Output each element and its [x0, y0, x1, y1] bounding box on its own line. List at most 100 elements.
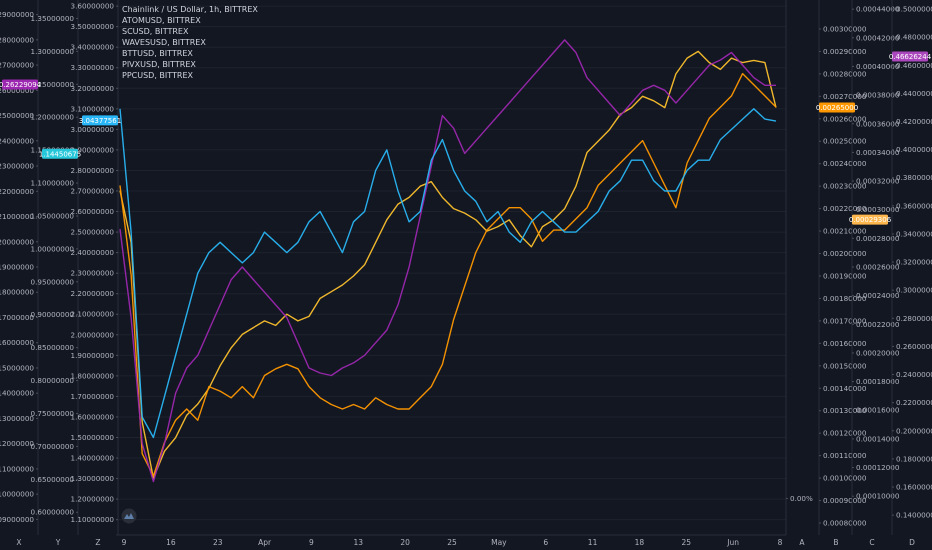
series-group	[119, 39, 777, 483]
axis6-tick-label-3: 0.00038000	[856, 91, 900, 100]
price-tag-bg-4	[852, 214, 888, 225]
plot-area[interactable]	[119, 39, 777, 483]
axis4-tick-label-22: 0.00%	[790, 494, 813, 503]
axis6-tick-label-15: 0.00014000	[856, 434, 900, 443]
axis7-tick-label-18: 0.14000000	[896, 511, 932, 520]
logo-icon[interactable]	[121, 508, 137, 524]
axis5-tick-label-4: 0.00260000	[823, 114, 867, 123]
axis5-tick-label-6: 0.00240000	[823, 159, 867, 168]
series-line-0	[119, 50, 777, 479]
axis1-tick-label-3: 0.26000000	[0, 86, 34, 95]
axis2-tick-label-3: 1.20000000	[31, 113, 75, 122]
axis5-tick-label-17: 0.00130000	[823, 406, 867, 415]
axis5-tick-label-5: 0.00250000	[823, 137, 867, 146]
axis-letter-0: X	[16, 538, 21, 547]
axis3-tick-label-8: 2.80000000	[71, 166, 115, 175]
axis6-tick-label-16: 0.00012000	[856, 463, 900, 472]
axis7-tick-label-3: 0.44000000	[896, 89, 932, 98]
axis3-tick-label-11: 2.50000000	[71, 228, 115, 237]
right-price-axes[interactable]: 0.00% 0.00300000 0.00290000 0.00280000 0.002…	[785, 0, 932, 535]
axis2-tick-label-9: 0.90000000	[31, 310, 75, 319]
axis7-tick-label-8: 0.34000000	[896, 229, 932, 238]
axis7-tick-label-16: 0.18000000	[896, 454, 932, 463]
price-tags: 0.26229094 1.14450675 3.04377561 0.00265000…	[0, 51, 932, 225]
axis7-tick-label-6: 0.38000000	[896, 173, 932, 182]
axis6-tick-label-8: 0.00028000	[856, 234, 900, 243]
series-line-3	[119, 108, 777, 439]
price-tag-2: 3.04377561	[79, 117, 121, 125]
axis3-tick-label-10: 2.60000000	[71, 207, 115, 216]
series-line-1	[119, 72, 777, 477]
legend-entry-4: BTTUSD, BITTREX	[122, 49, 193, 58]
axis5-tick-label-2: 0.00280000	[823, 69, 867, 78]
axis3-tick-label-6: 3.00000000	[71, 125, 115, 134]
axis2-tick-label-11: 0.80000000	[31, 376, 75, 385]
time-axis[interactable]: 9 16 23 Apr 9 13 20 25 May 6 11 18 25 Jun 8	[116, 534, 786, 547]
axis3-tick-label-23: 1.30000000	[71, 474, 115, 483]
axis1-tick-label-8: 0.21000000	[0, 212, 34, 221]
legend-entry-1: ATOMUSD, BITTREX	[122, 16, 201, 25]
axis5-tick-label-7: 0.00230000	[823, 182, 867, 191]
legend-entry-2: SCUSD, BITTREX	[122, 27, 189, 36]
axis2-tick-label-2: 1.25000000	[31, 80, 75, 89]
axis7-tick-label-9: 0.32000000	[896, 258, 932, 267]
price-tag-1: 1.14450675	[39, 150, 81, 158]
axis5-tick-label-22: 0.00080000	[823, 519, 867, 528]
axis5-tick-label-20: 0.00100000	[823, 474, 867, 483]
left-price-axes[interactable]: 0.29000000 0.28000000 0.27000000 0.26000000…	[0, 0, 119, 535]
x-tick-label-0: 9	[122, 538, 127, 547]
axis3-tick-label-18: 1.80000000	[71, 371, 115, 380]
axis6-tick-label-2: 0.00040000	[856, 62, 900, 71]
axis3-tick-label-1: 3.50000000	[71, 22, 115, 31]
axis1-tick-label-15: 0.14000000	[0, 389, 34, 398]
axis1-tick-label-4: 0.25000000	[0, 111, 34, 120]
axis-letter-4: B	[833, 538, 838, 547]
x-tick-label-9: 6	[543, 538, 548, 547]
price-tag-bg-1	[42, 148, 78, 159]
axis2-tick-label-0: 1.35000000	[31, 14, 75, 23]
axis3-tick-label-13: 2.30000000	[71, 269, 115, 278]
axis3-tick-label-3: 3.30000000	[71, 63, 115, 72]
axis7-tick-label-7: 0.36000000	[896, 201, 932, 210]
axis6-tick-label-12: 0.00020000	[856, 348, 900, 357]
axis7-tick-label-4: 0.42000000	[896, 117, 932, 126]
axis3-tick-label-4: 3.20000000	[71, 84, 115, 93]
x-tick-label-4: 9	[309, 538, 314, 547]
axis1-tick-label-18: 0.11000000	[0, 464, 34, 473]
price-tag-0: 0.26229094	[0, 81, 42, 89]
axis1-tick-label-1: 0.28000000	[0, 35, 34, 44]
legend[interactable]: Chainlink / US Dollar, 1h, BITTREX ATOMUS…	[122, 5, 258, 80]
axis3-tick-label-20: 1.60000000	[71, 412, 115, 421]
axis6-tick-label-5: 0.00034000	[856, 148, 900, 157]
axis6-tick-label-6: 0.00032000	[856, 177, 900, 186]
axis1-tick-label-10: 0.19000000	[0, 263, 34, 272]
axis5-tick-label-3: 0.00270000	[823, 92, 867, 101]
legend-entry-0: Chainlink / US Dollar, 1h, BITTREX	[122, 5, 258, 14]
x-tick-label-10: 11	[588, 538, 598, 547]
legend-entry-3: WAVESUSD, BITTREX	[122, 38, 206, 47]
axis5-tick-label-13: 0.00170000	[823, 316, 867, 325]
axis2-tick-label-13: 0.70000000	[31, 442, 75, 451]
price-tag-bg-3	[819, 102, 855, 113]
price-tag-bg-2	[82, 115, 118, 126]
axis2-tick-label-14: 0.65000000	[31, 475, 75, 484]
x-tick-label-8: May	[491, 538, 507, 547]
axis-letter-1: Y	[55, 538, 61, 547]
axis6-tick-label-10: 0.00024000	[856, 291, 900, 300]
axis5-tick-label-12: 0.00180000	[823, 294, 867, 303]
axis1-tick-label-2: 0.27000000	[0, 61, 34, 70]
axis3-tick-label-9: 2.70000000	[71, 186, 115, 195]
axis6-tick-label-11: 0.00022000	[856, 320, 900, 329]
axis7-tick-label-5: 0.40000000	[896, 145, 932, 154]
axis1-tick-label-11: 0.18000000	[0, 288, 34, 297]
x-tick-label-14: 8	[778, 538, 783, 547]
axis7-tick-label-2: 0.46000000	[896, 61, 932, 70]
legend-entry-6: PPCUSD, BITTREX	[122, 71, 194, 80]
axis1-tick-label-0: 0.29000000	[0, 10, 34, 19]
axis5-tick-label-1: 0.00290000	[823, 47, 867, 56]
axis5-tick-label-14: 0.00160000	[823, 339, 867, 348]
axis6-tick-label-13: 0.00018000	[856, 377, 900, 386]
